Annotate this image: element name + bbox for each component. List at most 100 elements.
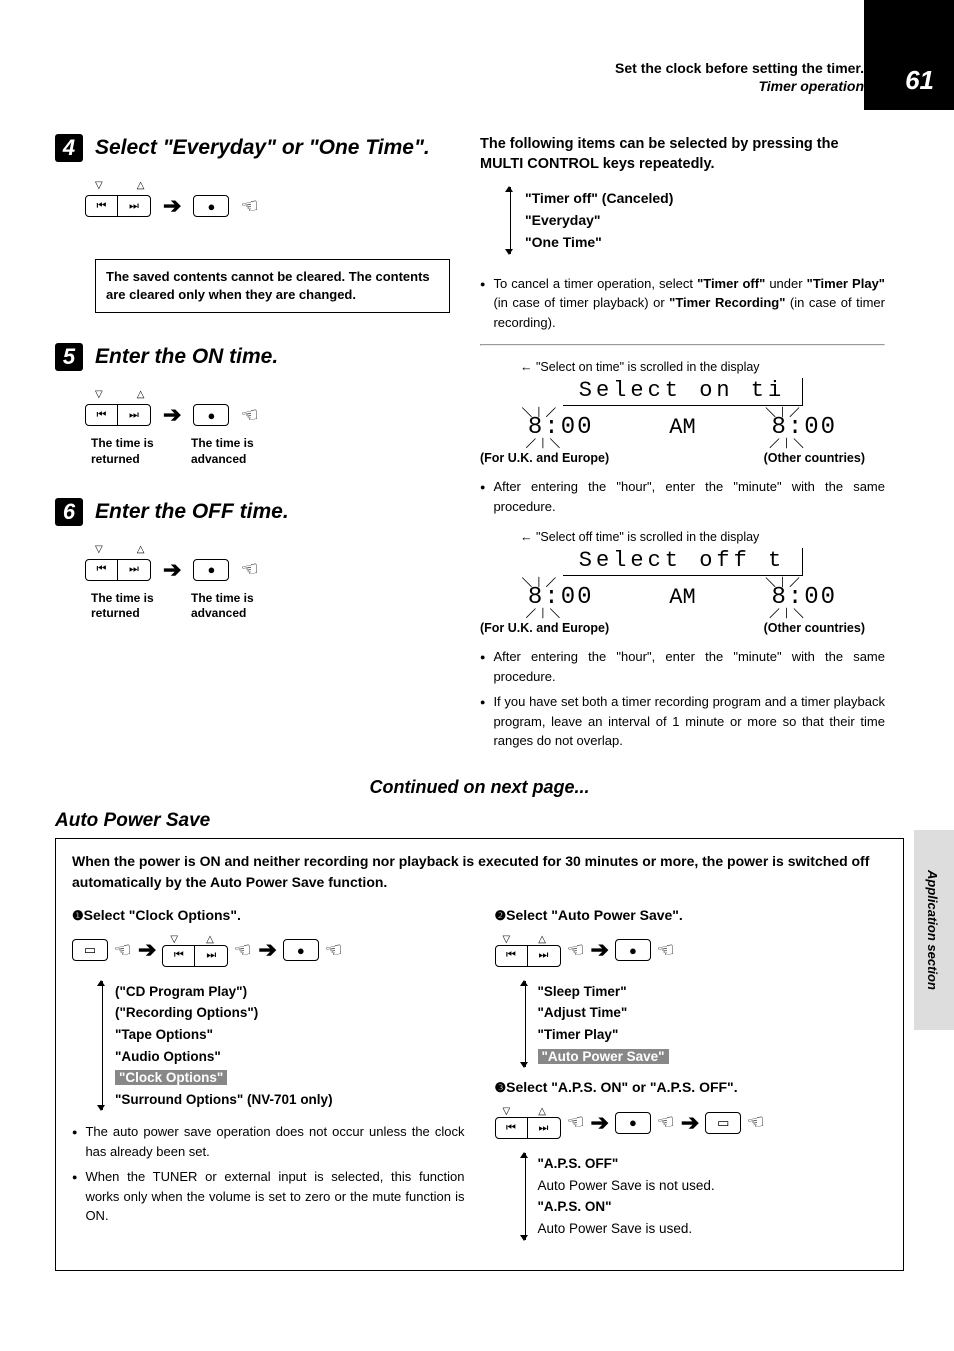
arrow-icon: ➔ — [163, 557, 181, 583]
hand-icon: ☞ — [239, 192, 261, 220]
interval-note: If you have set both a timer recording p… — [480, 692, 885, 751]
aps-onoff-menu: "A.P.S. OFF" Auto Power Save is not used… — [525, 1153, 888, 1239]
triangle-indicators: ▽△ — [95, 389, 450, 400]
hand-icon: ☞ — [655, 1109, 677, 1137]
am-label: AM — [669, 415, 695, 440]
aps-off: "A.P.S. OFF" Auto Power Save is not used… — [538, 1153, 888, 1196]
page-header: Set the clock before setting the timer. … — [55, 60, 864, 94]
arrow-icon: ➔ — [590, 937, 608, 963]
advanced-label: The time is advanced — [191, 591, 271, 622]
skip-fwd-icon: ⏭ — [195, 946, 227, 966]
skip-fwd-icon: ⏭ — [528, 1118, 560, 1138]
time-display-row: ＼｜／ 8:00 ／｜＼ AM ＼｜／ 8:00 ／｜＼ — [490, 414, 875, 441]
option-item: "Everyday" — [525, 209, 885, 231]
am-label: AM — [669, 585, 695, 610]
manual-page: 61 Set the clock before setting the time… — [0, 0, 954, 1351]
hand-icon: ☞ — [564, 936, 586, 964]
aps-left-column: ❶ Select "Clock Options". ▭ ☞ ➔ ▽△ ⏮ ⏭ ☞… — [72, 907, 465, 1252]
menu-item: ("CD Program Play") — [115, 981, 465, 1003]
menu-item: "Timer Play" — [538, 1024, 888, 1046]
cancel-note: To cancel a timer operation, select "Tim… — [480, 274, 885, 333]
skip-back-icon: ⏮ — [86, 196, 118, 216]
step-number-4: 4 — [55, 134, 83, 162]
step-title-4: Select "Everyday" or "One Time". — [95, 136, 430, 160]
continued-text: Continued on next page... — [55, 777, 904, 798]
left-column: 4 Select "Everyday" or "One Time". ▽△ ⏮ … — [55, 134, 450, 757]
time-uk: ＼｜／ 8:00 ／｜＼ — [528, 414, 594, 441]
time-display-row: ＼｜／ 8:00 ／｜＼ AM ＼｜／ 8:00 ／｜＼ — [490, 584, 875, 611]
enter-button-icon: ● — [283, 939, 319, 961]
aps-step2: ❷ Select "Auto Power Save". — [495, 907, 888, 924]
control-row: ⏮ ⏭ ➔ ● ☞ — [85, 193, 450, 219]
after-hour-note: After entering the "hour", enter the "mi… — [480, 647, 885, 686]
region-uk: (For U.K. and Europe) — [480, 451, 609, 465]
hand-icon: ☞ — [232, 936, 254, 964]
time-adjust-labels: The time is returned The time is advance… — [91, 436, 450, 467]
hand-icon: ☞ — [564, 1109, 586, 1137]
menu-item-selected: "Clock Options" — [115, 1067, 465, 1089]
scroll-off-note: "Select off time" is scrolled in the dis… — [520, 530, 885, 544]
skip-buttons: ⏮ ⏭ — [495, 945, 561, 967]
skip-back-icon: ⏮ — [163, 946, 195, 966]
arrow-icon: ➔ — [163, 402, 181, 428]
control-row: ⏮ ⏭ ➔ ● ☞ — [85, 557, 450, 583]
returned-label: The time is returned — [91, 591, 171, 622]
step-title-6: Enter the OFF time. — [95, 500, 289, 524]
skip-back-icon: ⏮ — [86, 560, 118, 580]
header-line2: Timer operation — [55, 78, 864, 94]
hand-icon: ☞ — [239, 402, 261, 430]
skip-buttons: ⏮ ⏭ — [495, 1117, 561, 1139]
skip-fwd-icon: ⏭ — [118, 405, 150, 425]
aps-title: Auto Power Save — [55, 810, 904, 832]
page-corner: 61 — [864, 0, 954, 110]
arrow-icon: ➔ — [163, 193, 181, 219]
enter-button-icon: ● — [193, 195, 229, 217]
aps-note-2: When the TUNER or external input is sele… — [72, 1167, 465, 1226]
step-4: 4 Select "Everyday" or "One Time". ▽△ ⏮ … — [55, 134, 450, 313]
skip-back-icon: ⏮ — [496, 1118, 528, 1138]
region-other: (Other countries) — [764, 451, 865, 465]
hand-icon: ☞ — [655, 936, 677, 964]
aps-controls-1: ▭ ☞ ➔ ▽△ ⏮ ⏭ ☞ ➔ ● ☞ — [72, 934, 465, 967]
menu-item: "Audio Options" — [115, 1046, 465, 1068]
right-column: The following items can be selected by p… — [480, 134, 885, 757]
skip-buttons: ⏮ ⏭ — [85, 195, 151, 217]
aps-controls-2: ▽△ ⏮ ⏭ ☞ ➔ ● ☞ — [495, 934, 888, 967]
menu-item-selected: "Auto Power Save" — [538, 1046, 888, 1068]
skip-buttons: ⏮ ⏭ — [162, 945, 228, 967]
time-adjust-labels: The time is returned The time is advance… — [91, 591, 450, 622]
step-title-5: Enter the ON time. — [95, 345, 278, 369]
enter-button-icon: ● — [193, 404, 229, 426]
hand-icon: ☞ — [112, 936, 134, 964]
menu-button-icon: ▭ — [72, 939, 108, 961]
region-uk: (For U.K. and Europe) — [480, 621, 609, 635]
skip-fwd-icon: ⏭ — [118, 196, 150, 216]
aps-step1: ❶ Select "Clock Options". — [72, 907, 465, 924]
menu-item: ("Recording Options") — [115, 1002, 465, 1024]
menu-item: "Tape Options" — [115, 1024, 465, 1046]
time-other: ＼｜／ 8:00 ／｜＼ — [771, 414, 837, 441]
timer-options: "Timer off" (Canceled) "Everyday" "One T… — [510, 187, 885, 254]
step-6: 6 Enter the OFF time. ▽△ ⏮ ⏭ ➔ ● ☞ The t… — [55, 498, 450, 622]
enter-button-icon: ● — [193, 559, 229, 581]
skip-back-icon: ⏮ — [496, 946, 528, 966]
skip-fwd-icon: ⏭ — [528, 946, 560, 966]
advanced-label: The time is advanced — [191, 436, 271, 467]
aps-step3: ❸ Select "A.P.S. ON" or "A.P.S. OFF". — [495, 1079, 888, 1096]
region-labels: (For U.K. and Europe) (Other countries) — [480, 451, 865, 465]
hand-icon: ☞ — [323, 936, 345, 964]
menu-item: "Surround Options" (NV-701 only) — [115, 1089, 465, 1111]
hand-icon: ☞ — [239, 556, 261, 584]
step-number-6: 6 — [55, 498, 83, 526]
arrow-icon: ➔ — [590, 1110, 608, 1136]
multi-control-lead: The following items can be selected by p… — [480, 134, 885, 175]
arrow-icon: ➔ — [258, 937, 276, 963]
triangle-indicators: ▽△ — [95, 544, 450, 555]
scroll-on-note: "Select on time" is scrolled in the disp… — [520, 360, 885, 374]
lcd-display-on: Select on ti — [563, 378, 803, 406]
warning-note: The saved contents cannot be cleared. Th… — [95, 259, 450, 313]
menu-item: "Sleep Timer" — [538, 981, 888, 1003]
menu-button-icon: ▭ — [705, 1112, 741, 1134]
lcd-display-off: Select off t — [563, 548, 803, 576]
aps-intro: When the power is ON and neither recordi… — [72, 851, 887, 893]
